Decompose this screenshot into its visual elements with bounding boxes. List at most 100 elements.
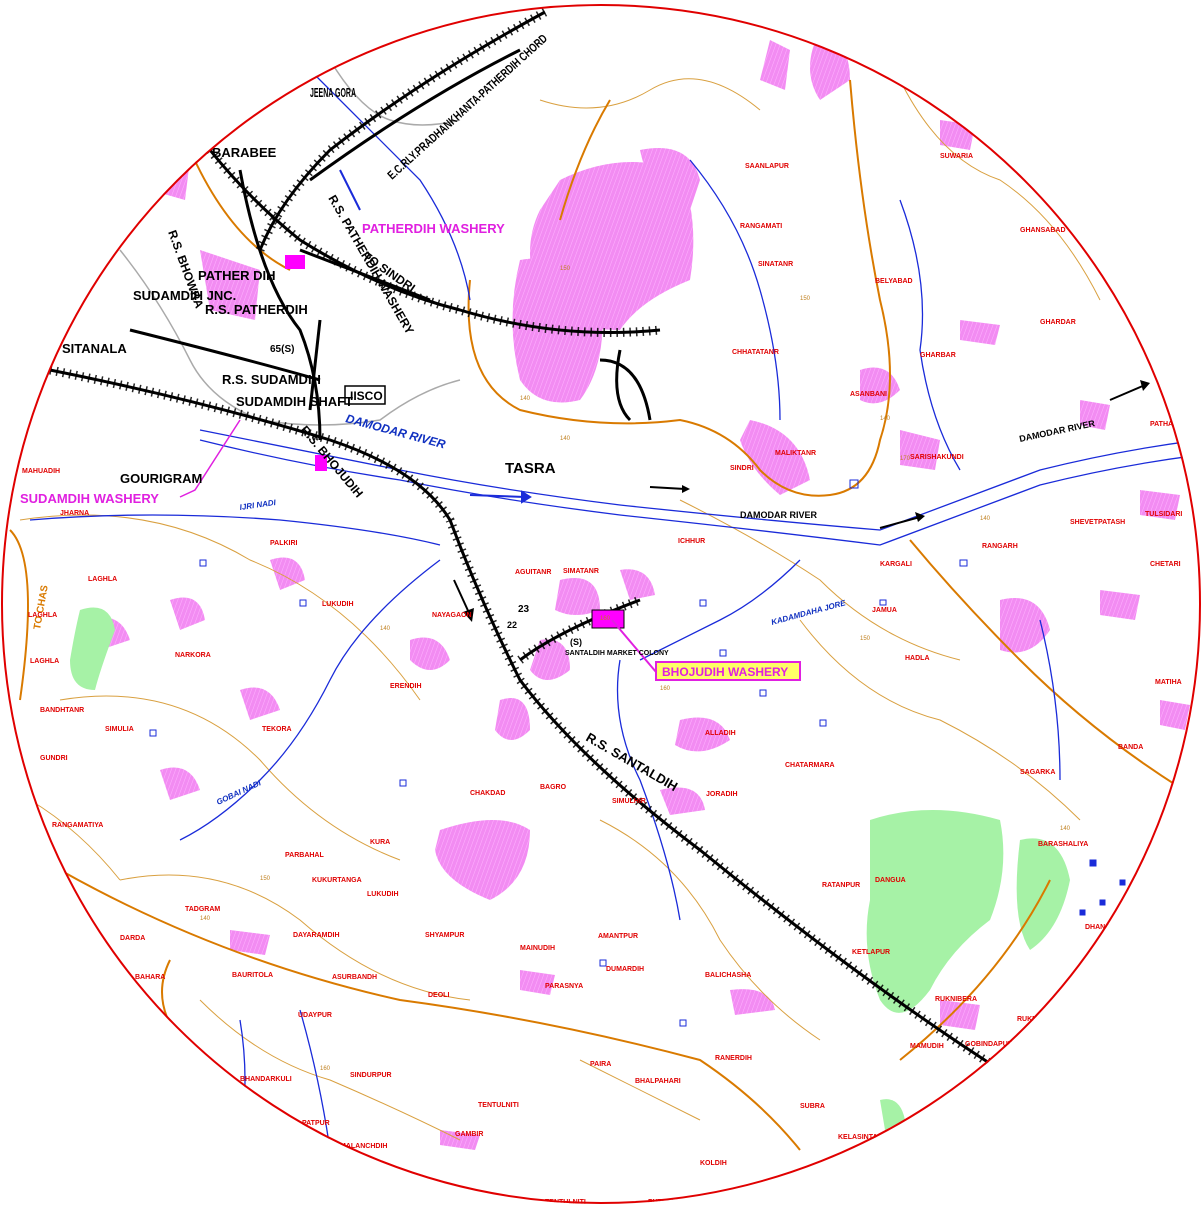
- label-santaldih-colony: SANTALDIH MARKET COLONY: [565, 650, 669, 657]
- village-label: UDAYPUR: [298, 1012, 332, 1019]
- label-rs-sudamdih: R.S. SUDAMDIH: [222, 372, 321, 387]
- village-label: BARASHALIYA: [1038, 841, 1088, 848]
- village-label: AMANTPUR: [598, 933, 638, 940]
- village-label: JHARNA: [60, 510, 89, 517]
- contour-value-label: 150: [860, 636, 871, 642]
- contour-value-label: 150: [560, 266, 571, 272]
- village-label: LAGHLA: [88, 576, 117, 583]
- village-label: RANGAMATIYA: [52, 822, 103, 829]
- village-label: DANGUA: [875, 877, 906, 884]
- village-label: SINATANR: [758, 261, 793, 268]
- village-label: GUNDRI: [40, 755, 68, 762]
- village-label: TADGRAM: [185, 906, 220, 913]
- village-label: PARASNYA: [545, 983, 583, 990]
- washery-buildings: [285, 255, 625, 629]
- label-22: 22: [507, 620, 517, 630]
- village-label: NARKORA: [175, 652, 211, 659]
- contour-value-label: 150: [260, 876, 271, 882]
- village-label: RANERDIH: [715, 1055, 752, 1062]
- village-label: SUBRA: [800, 1103, 825, 1110]
- village-label: DEOLI: [428, 992, 449, 999]
- label-damodar-river-2: DAMODAR RIVER: [740, 510, 818, 520]
- village-label: MAMUDIH: [910, 1043, 944, 1050]
- contour-value-label: 140: [980, 516, 991, 522]
- patherdih-washery-building: [285, 255, 305, 269]
- village-label: KELASINTA: [838, 1134, 878, 1141]
- village-label: BAGRO: [540, 784, 567, 791]
- village-label: BALICHASHA: [705, 972, 751, 979]
- label-barabee: BARABEE: [212, 145, 277, 160]
- village-label: BANDHTANR: [40, 707, 84, 714]
- label-rs-patherdih: R.S. PATHERDIH: [205, 302, 308, 317]
- village-label: NAYAGAON: [432, 612, 472, 619]
- village-label: KETLAPUR: [852, 949, 890, 956]
- village-label: KOLDIH: [700, 1160, 727, 1167]
- village-label: DARDA: [120, 935, 145, 942]
- contour-value-label: 140: [520, 396, 531, 402]
- label-sudamdih-washery: SUDAMDIH WASHERY: [20, 491, 159, 506]
- village-label: RUKNIBERA: [935, 996, 977, 1003]
- village-label: SAGARKA: [1020, 769, 1055, 776]
- village-label: AGUITANR: [515, 569, 551, 576]
- sudamdih-leader-line: [179, 419, 241, 498]
- village-label: LAGHLA: [30, 658, 59, 665]
- study-area-boundary: [1, 4, 1201, 1204]
- contour-value-label: 140: [880, 416, 891, 422]
- village-label: MAINUDIH: [520, 945, 555, 952]
- contour-value-label: 140: [560, 436, 571, 442]
- village-label: PARBAHAL: [285, 852, 324, 859]
- label-s: (S): [570, 637, 582, 647]
- label-patherdih-washery: PATHERDIH WASHERY: [362, 221, 505, 236]
- contour-value-label: 150: [800, 296, 811, 302]
- village-label: TULSIDARI: [1145, 511, 1182, 518]
- contour-value-label: 160: [320, 1066, 331, 1072]
- village-label: LUKUDIH: [322, 601, 354, 608]
- iisco-box: [344, 385, 386, 405]
- village-label: KURA: [370, 839, 390, 846]
- village-label: JAMUA: [872, 607, 897, 614]
- label-tasra: TASRA: [505, 460, 556, 477]
- village-label: CHAKDAD: [470, 790, 505, 797]
- sudamdih-washery-building: [315, 455, 327, 471]
- village-label: CHETARI: [1150, 561, 1181, 568]
- village-label: MALANCHDIH: [340, 1143, 387, 1150]
- label-sitanala: SITANALA: [62, 341, 127, 356]
- village-label: ERENDIH: [390, 683, 422, 690]
- bhojudih-leader-line: [611, 619, 657, 673]
- railway-ties: [49, 8, 1003, 1074]
- direction-arrow-icon: [453, 579, 471, 616]
- village-label: CHATARMARA: [785, 762, 835, 769]
- village-label: RUKNIBERA: [1017, 1016, 1059, 1023]
- direction-arrow-icon: [339, 169, 361, 211]
- label-jeena: JEENA GORA: [310, 85, 356, 100]
- contour-value-label: 160: [600, 616, 611, 622]
- village-label: MALIKTANR: [775, 450, 816, 457]
- village-label: JORADIH: [706, 791, 738, 798]
- river-flow-arrow-icon: [649, 486, 686, 490]
- washery-labels: PATHERDIH WASHERY SUDAMDIH WASHERY BHOJU…: [20, 221, 788, 679]
- village-label: ALLADIH: [705, 730, 736, 737]
- village-label: SHYAMPUR: [425, 932, 464, 939]
- village-label: SINDURPUR: [350, 1072, 392, 1079]
- village-label: RUKNI: [1010, 1052, 1032, 1059]
- village-label: SHEVETPATASH: [1070, 519, 1125, 526]
- village-label: BELYABAD: [875, 278, 913, 285]
- river-flow-arrow-icon: [1109, 384, 1146, 401]
- village-label: GHANSABAD: [1020, 227, 1066, 234]
- village-label: ASANBANI: [850, 391, 887, 398]
- village-label: BANDA: [1118, 744, 1143, 751]
- village-labels: SAANLAPUR SUWARIA RANGAMATI GHANSABAD SINATA…: [22, 153, 1195, 1204]
- village-label: DAYARAMDIH: [293, 932, 340, 939]
- village-label: GHARBAR: [920, 352, 956, 359]
- village-label: PATPUR: [302, 1120, 330, 1127]
- contour-value-label: 160: [660, 686, 671, 692]
- flow-arrows: [339, 169, 1150, 622]
- label-iisco: IISCO: [350, 389, 383, 403]
- village-label: BHANDARKULI: [240, 1076, 292, 1083]
- village-label: MAHUADIH: [22, 468, 60, 475]
- label-bhojudih-washery: BHOJUDIH WASHERY: [662, 665, 788, 679]
- label-patherdih: PATHER DIH: [198, 268, 276, 283]
- village-label: TENTULNITI: [478, 1102, 519, 1109]
- village-label: GOBINDAPUR: [965, 1041, 1013, 1048]
